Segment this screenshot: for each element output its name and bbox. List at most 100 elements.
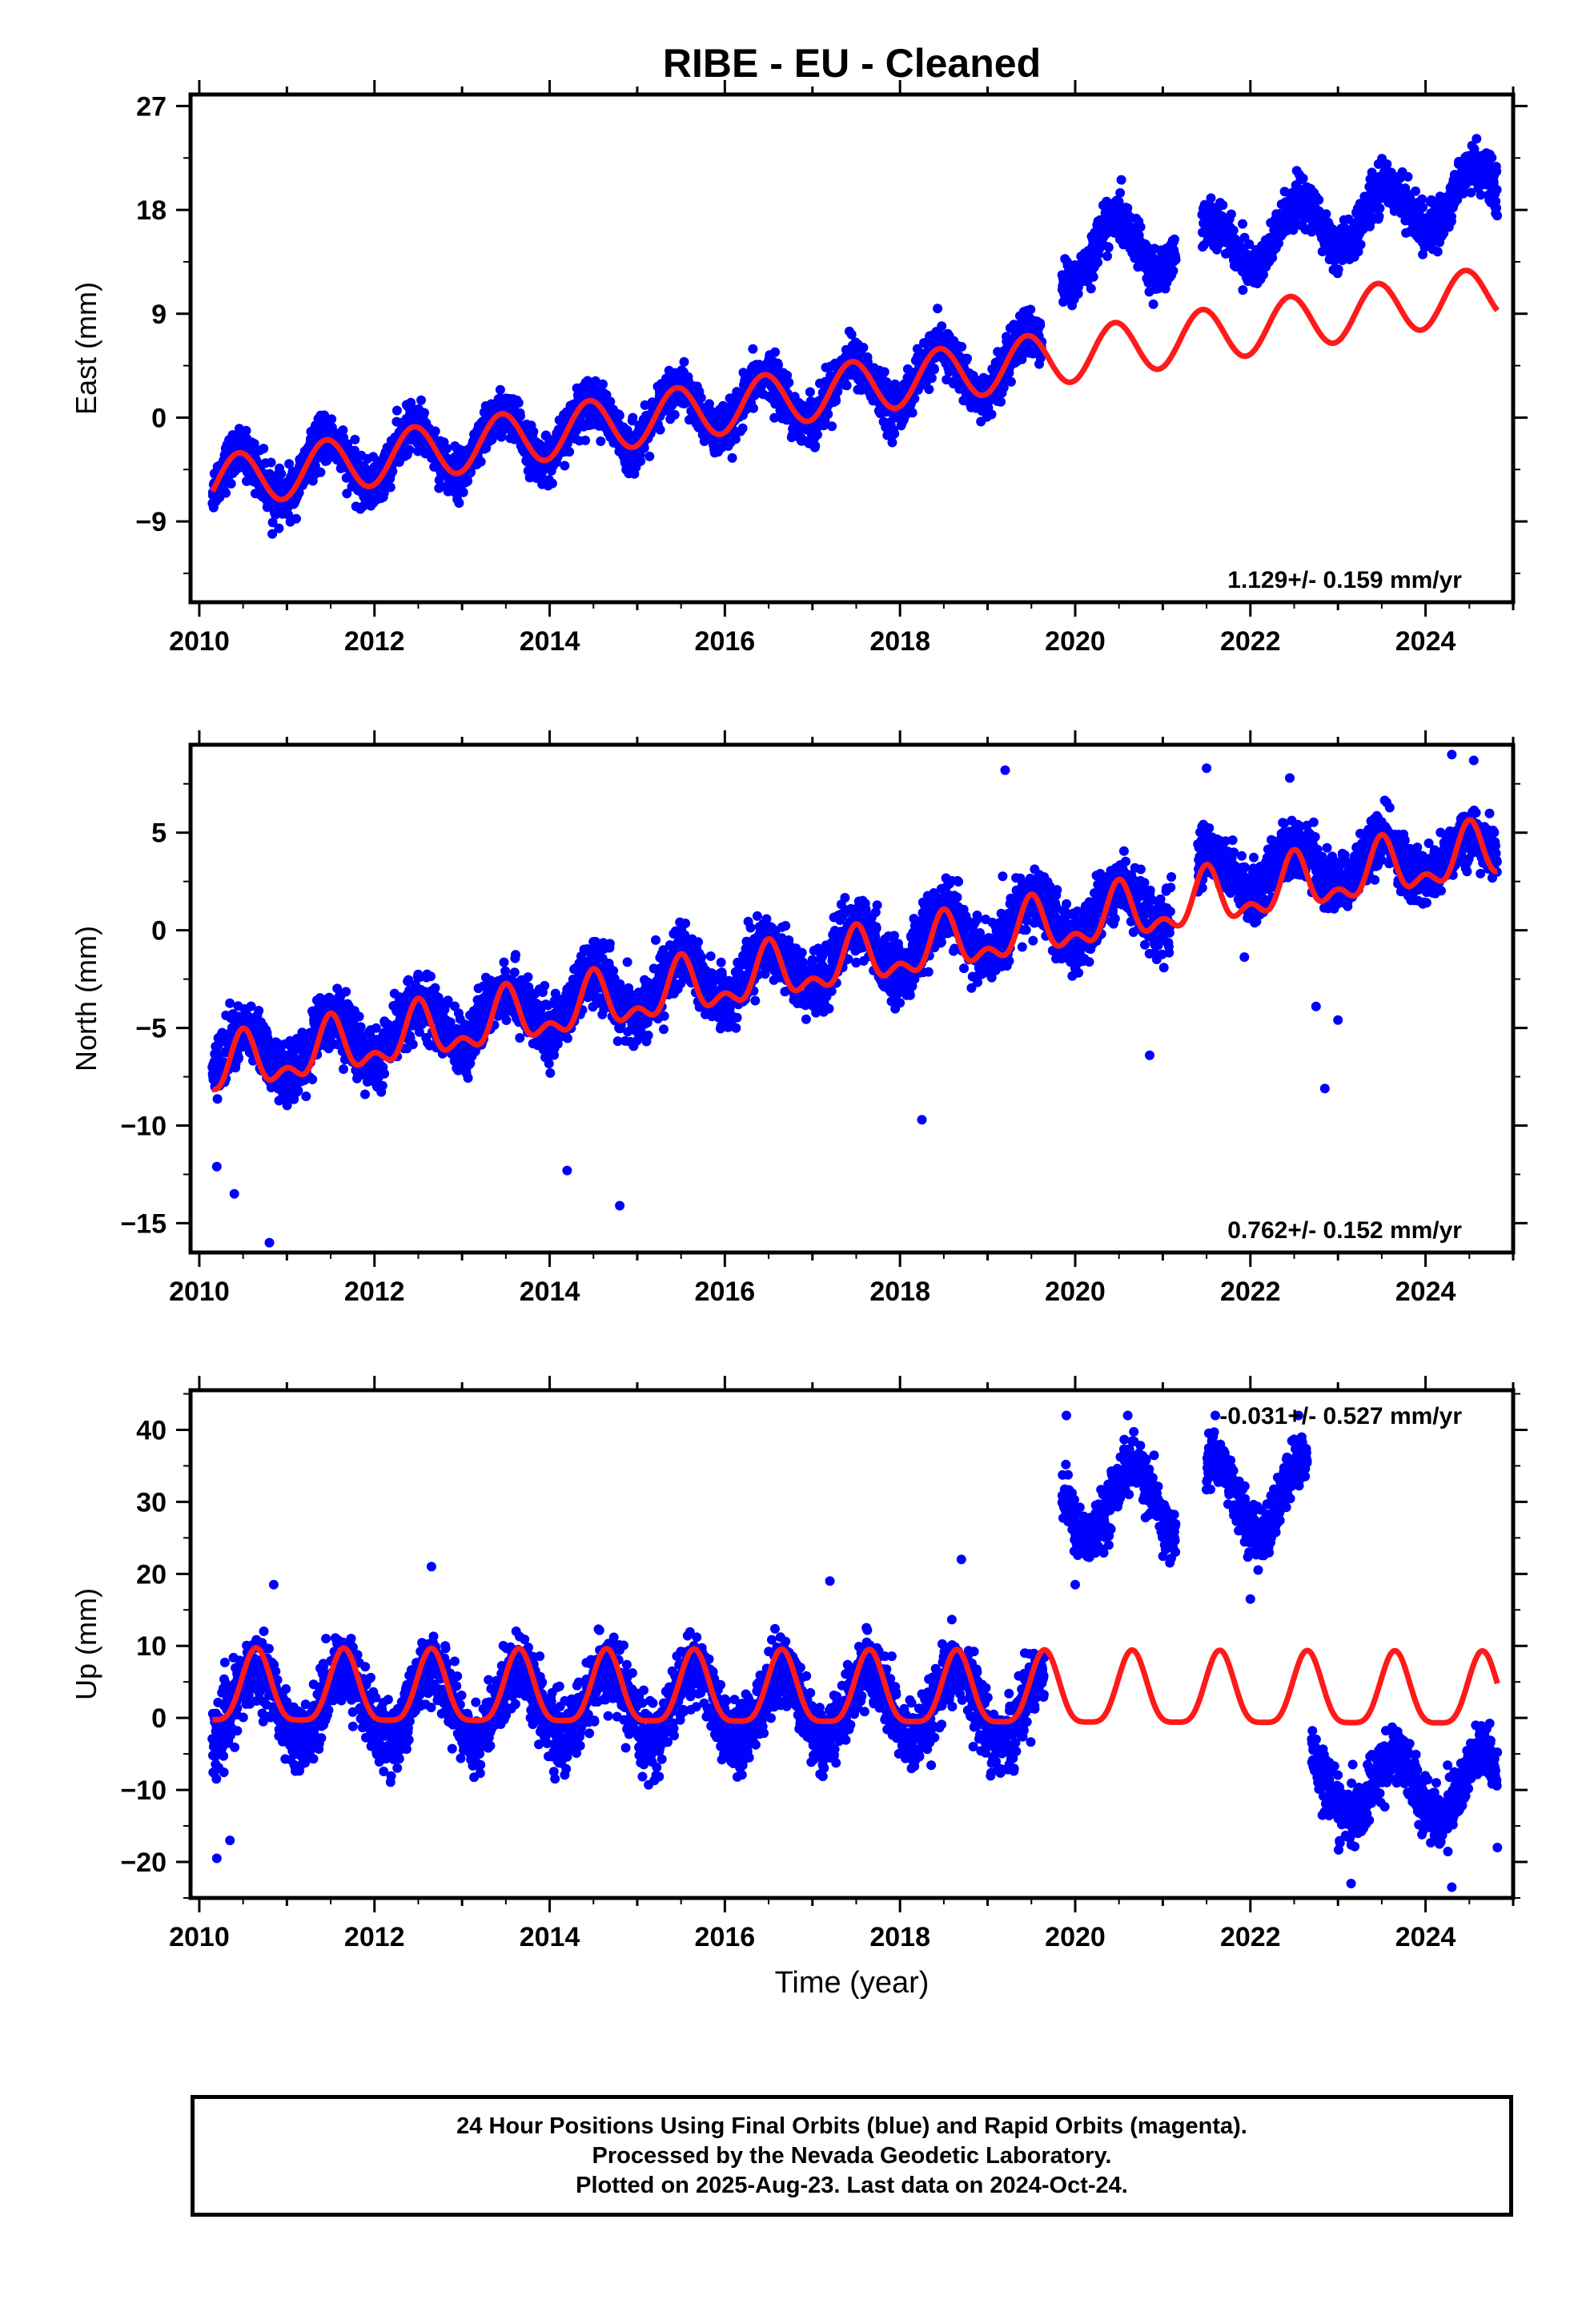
east-point [274, 523, 284, 533]
east-point [528, 427, 539, 436]
east-x-tick-label: 2012 [344, 626, 405, 657]
east-point [430, 426, 440, 436]
east-point [327, 414, 337, 424]
east-plot-area [207, 134, 1503, 539]
east-point [1170, 234, 1179, 244]
east-point [727, 452, 737, 463]
east-point [1035, 320, 1046, 331]
east-point [926, 373, 937, 384]
east-point [1238, 219, 1247, 229]
east-point [1417, 194, 1427, 204]
east-point [266, 457, 276, 468]
east-point [1487, 153, 1497, 163]
east-point [933, 304, 943, 314]
east-point [547, 478, 557, 489]
east-point [226, 479, 236, 489]
east-point [342, 489, 352, 499]
east-point [996, 396, 1006, 407]
east-point [416, 395, 426, 405]
east-point [749, 403, 758, 413]
east-point [1411, 186, 1420, 196]
east-point [831, 396, 841, 406]
east-point [805, 387, 815, 397]
east-point [1492, 167, 1502, 176]
east-point [580, 435, 591, 445]
east-point [454, 498, 464, 509]
east-point [858, 343, 869, 352]
east-point [1238, 285, 1248, 296]
east-point [1492, 211, 1503, 221]
north-data-points [207, 750, 1502, 1248]
east-point [784, 377, 794, 388]
east-x-tick-label: 2024 [1395, 626, 1456, 657]
east-point [639, 443, 649, 453]
east-point [669, 409, 680, 420]
north-panel: 2010 2012 2014 2016 2018 2020 2022 2024−15−10−5… [70, 730, 1528, 1307]
east-point [458, 487, 468, 497]
east-point [1382, 159, 1392, 169]
east-y-axis-label: East (mm) [70, 282, 102, 415]
east-y-tick-label: 18 [136, 195, 167, 226]
east-point [327, 422, 337, 432]
north-point [212, 1094, 223, 1104]
east-point [338, 425, 348, 436]
east-point [879, 367, 889, 377]
east-point [679, 356, 689, 367]
east-point [1218, 200, 1228, 211]
east-point [1333, 264, 1343, 275]
east-point [1375, 203, 1385, 214]
east-point [1088, 271, 1098, 282]
east-x-tick-label: 2014 [520, 626, 580, 657]
east-model-curve [210, 267, 1500, 503]
east-point [1355, 239, 1366, 250]
east-point [590, 376, 600, 386]
east-point [1115, 187, 1126, 198]
north-plot-area [207, 750, 1502, 1248]
east-x-tick-label: 2016 [695, 626, 756, 657]
east-point [387, 466, 398, 476]
east-data-points [207, 134, 1503, 539]
east-point [1168, 266, 1178, 276]
east-point [564, 447, 575, 457]
east-point [1122, 203, 1133, 213]
east-point [957, 342, 967, 352]
east-point [513, 398, 524, 408]
east-point [596, 436, 606, 446]
east-point [1006, 376, 1016, 387]
east-point [420, 408, 429, 418]
east-point [907, 408, 917, 418]
east-point [737, 423, 748, 433]
east-point [1102, 251, 1112, 261]
east-point [267, 517, 278, 528]
east-panel: 2010 2012 2014 2016 2018 2020 2022 2024−9091827… [70, 80, 1528, 657]
east-point [1103, 243, 1114, 252]
east-point [1026, 304, 1036, 315]
east-point [349, 445, 359, 456]
east-point [770, 347, 781, 357]
east-point [1148, 299, 1158, 309]
east-point [640, 400, 650, 410]
east-point [889, 428, 900, 439]
east-point [284, 459, 295, 469]
north-point [234, 1052, 244, 1063]
east-x-tick-label: 2022 [1220, 626, 1281, 657]
east-point [1432, 247, 1443, 257]
east-point [221, 488, 231, 498]
east-point [241, 425, 251, 436]
east-point [827, 421, 837, 432]
east-point [1086, 283, 1096, 294]
east-point [516, 411, 525, 421]
east-point [605, 396, 616, 407]
east-point [1492, 185, 1502, 195]
east-point [813, 429, 822, 440]
east-point [986, 409, 997, 420]
east-point [315, 467, 326, 477]
east-point [476, 456, 486, 467]
east-point [1135, 222, 1146, 232]
east-point [655, 424, 665, 435]
east-x-tick-label: 2010 [169, 626, 230, 657]
east-point [1170, 255, 1181, 265]
east-point [276, 468, 287, 479]
east-point [463, 476, 472, 486]
east-point [810, 440, 821, 451]
